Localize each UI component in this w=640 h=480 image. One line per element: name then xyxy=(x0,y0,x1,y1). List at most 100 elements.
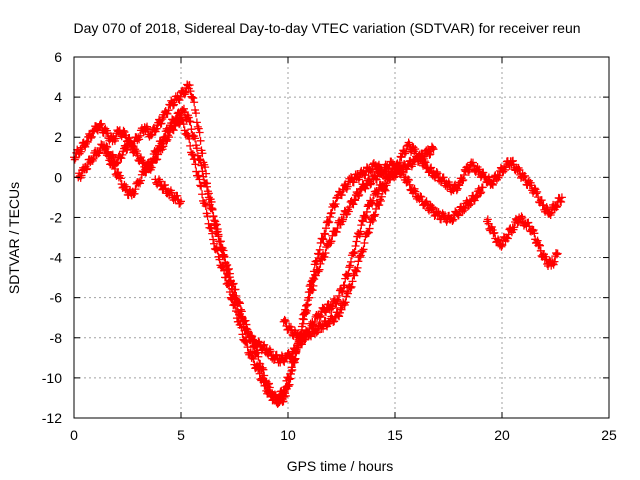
data-point xyxy=(356,251,365,260)
data-point xyxy=(254,365,263,374)
data-point xyxy=(131,145,140,154)
data-point xyxy=(136,131,145,140)
data-point xyxy=(518,213,527,222)
data-point xyxy=(198,149,207,158)
data-point xyxy=(333,295,342,304)
data-point xyxy=(227,284,236,293)
data-point xyxy=(454,211,463,220)
data-point xyxy=(411,187,420,196)
data-point xyxy=(480,172,489,181)
data-point xyxy=(163,109,172,118)
data-point xyxy=(221,258,230,267)
data-point xyxy=(354,257,363,266)
data-point xyxy=(348,277,357,286)
data-point xyxy=(452,186,461,195)
data-point xyxy=(360,238,369,247)
data-point xyxy=(545,209,554,218)
data-point xyxy=(343,289,352,298)
data-point xyxy=(337,191,346,200)
data-point xyxy=(421,198,430,207)
data-point xyxy=(284,374,293,383)
data-point xyxy=(261,381,270,390)
data-point xyxy=(344,269,353,278)
data-point xyxy=(349,178,358,187)
data-point xyxy=(201,163,210,172)
data-point xyxy=(216,244,225,253)
data-point xyxy=(494,235,503,244)
data-point xyxy=(356,185,365,194)
data-point xyxy=(302,306,311,315)
data-point xyxy=(465,165,474,174)
data-point xyxy=(254,352,263,361)
data-point xyxy=(281,383,290,392)
data-point xyxy=(231,294,240,303)
data-point xyxy=(419,153,428,162)
data-point xyxy=(355,186,364,195)
data-point xyxy=(357,246,366,255)
data-point xyxy=(175,96,184,105)
data-point xyxy=(186,87,195,96)
data-point xyxy=(362,207,371,216)
data-point xyxy=(278,390,287,399)
data-point xyxy=(521,171,530,180)
data-point xyxy=(154,175,163,184)
y-tick-label: -6 xyxy=(50,290,63,306)
data-point xyxy=(338,187,347,196)
x-tick-label: 20 xyxy=(494,427,510,443)
data-point xyxy=(533,236,542,245)
data-point xyxy=(402,165,411,174)
data-point xyxy=(170,118,179,127)
data-point xyxy=(510,223,519,232)
data-point xyxy=(380,185,389,194)
data-point xyxy=(315,245,324,254)
data-point xyxy=(352,237,361,246)
x-tick-label: 0 xyxy=(70,427,78,443)
data-point xyxy=(361,213,370,222)
data-point xyxy=(198,167,207,176)
data-point xyxy=(327,208,336,217)
data-point xyxy=(181,88,190,97)
data-point xyxy=(303,300,312,309)
data-point xyxy=(243,343,252,352)
data-point xyxy=(487,224,496,233)
data-point xyxy=(171,114,180,123)
data-point xyxy=(356,227,365,236)
data-point xyxy=(330,317,339,326)
data-point xyxy=(195,155,204,164)
data-point xyxy=(460,170,469,179)
y-tick-label: 0 xyxy=(54,169,62,185)
data-point xyxy=(195,128,204,137)
data-point xyxy=(208,229,217,238)
data-point xyxy=(179,120,188,129)
data-point xyxy=(335,312,344,321)
data-point xyxy=(231,285,240,294)
data-point xyxy=(219,250,228,259)
data-point xyxy=(254,364,263,373)
data-point xyxy=(323,217,332,226)
data-point xyxy=(428,203,437,212)
data-point xyxy=(371,210,380,219)
data-point xyxy=(346,257,355,266)
data-point xyxy=(89,127,98,136)
y-axis-label: SDTVAR / TECUs xyxy=(6,182,22,294)
data-point xyxy=(193,151,202,160)
data-point xyxy=(359,245,368,254)
data-point xyxy=(83,138,92,147)
data-point xyxy=(498,241,507,250)
data-point xyxy=(292,348,301,357)
data-point xyxy=(537,196,546,205)
data-point xyxy=(209,235,218,244)
data-point xyxy=(199,172,208,181)
data-point xyxy=(460,206,469,215)
data-point xyxy=(190,98,199,107)
data-point xyxy=(343,288,352,297)
x-tick-label: 5 xyxy=(177,427,185,443)
data-point xyxy=(94,149,103,158)
data-point xyxy=(222,265,231,274)
data-point xyxy=(349,200,358,209)
data-point xyxy=(119,126,128,135)
data-point xyxy=(114,168,123,177)
data-point xyxy=(328,231,337,240)
data-point xyxy=(153,145,162,154)
data-point xyxy=(427,163,436,172)
